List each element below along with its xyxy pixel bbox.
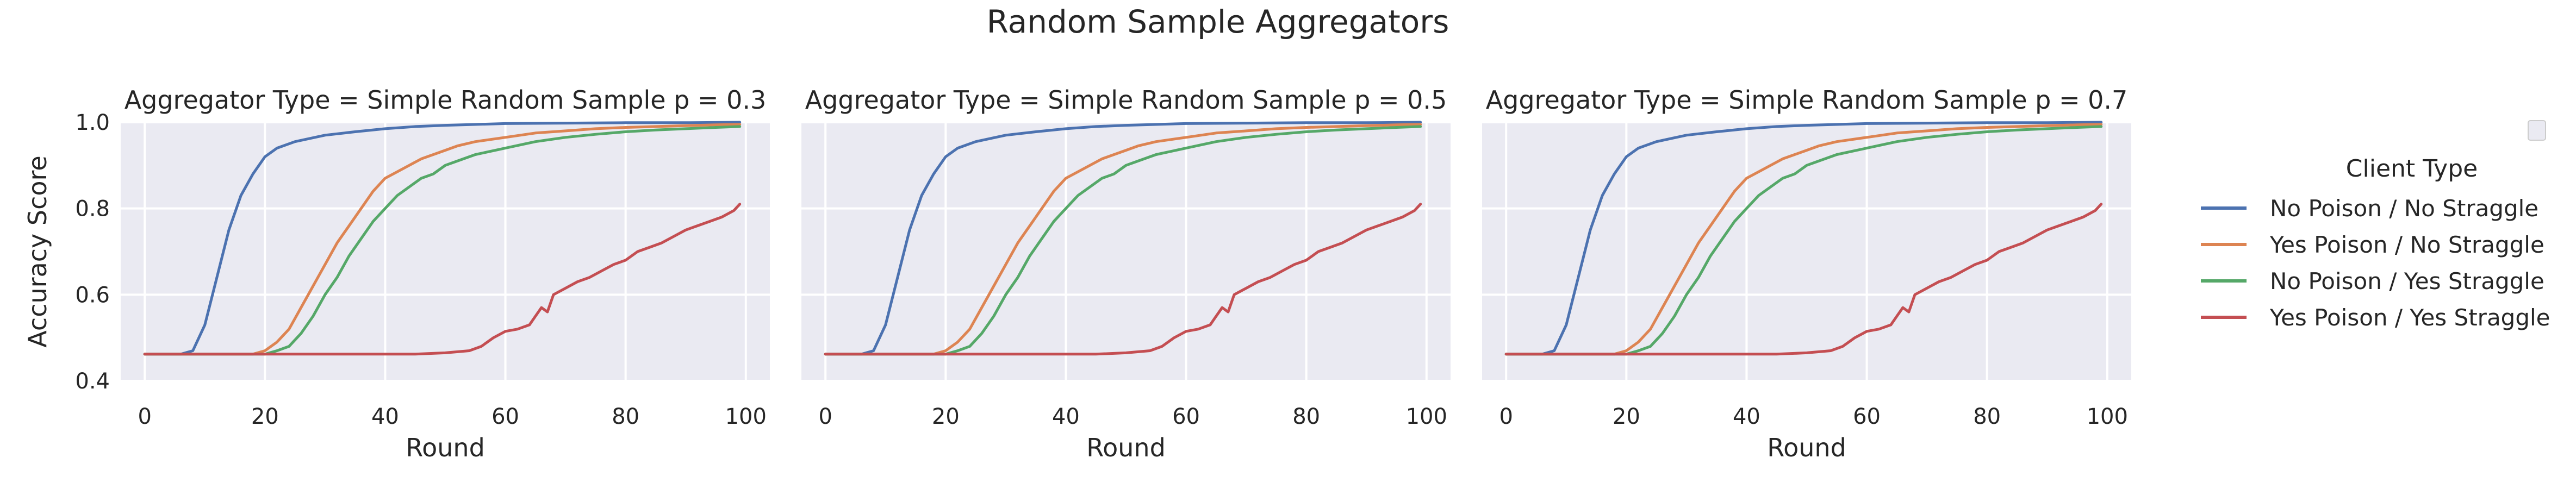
legend-label: Yes Poison / Yes Straggle: [2269, 304, 2550, 331]
series-line-2: [1504, 123, 2103, 356]
series-line-4: [1504, 203, 2103, 356]
x-tick-label: 40: [371, 404, 399, 429]
series-line-2: [824, 123, 1422, 356]
series-line-2: [143, 123, 742, 356]
series-line-1: [143, 121, 742, 356]
y-axis-label: Accuracy Score: [23, 155, 52, 347]
x-tick-label: 80: [1292, 404, 1320, 429]
y-tick-label: 0.6: [75, 283, 110, 308]
x-tick-label: 60: [491, 404, 519, 429]
legend-label: No Poison / No Straggle: [2270, 195, 2538, 222]
legend-entry: Yes Poison / Yes Straggle: [2201, 304, 2550, 331]
x-tick-label: 60: [1853, 404, 1881, 429]
x-tick-label: 0: [138, 404, 151, 429]
y-tick-label: 0.8: [75, 197, 110, 222]
x-tick-label: 60: [1172, 404, 1200, 429]
x-tick-label: 100: [725, 404, 767, 429]
series-line-3: [1504, 125, 2103, 356]
x-tick-label: 20: [932, 404, 960, 429]
chart-panel-3: Aggregator Type = Simple Random Sample p…: [1482, 85, 2131, 462]
legend: Client Type No Poison / No Straggle Yes P…: [2201, 120, 2550, 331]
panel-title: Aggregator Type = Simple Random Sample p…: [805, 85, 1447, 115]
series-line-1: [1504, 121, 2103, 356]
series-line-4: [143, 203, 742, 356]
series-line-3: [824, 125, 1422, 356]
panel-title: Aggregator Type = Simple Random Sample p…: [1486, 85, 2128, 115]
x-axis-label: Round: [1767, 433, 1846, 462]
panel-title: Aggregator Type = Simple Random Sample p…: [125, 85, 767, 115]
figure-title: Random Sample Aggregators: [987, 3, 1449, 40]
x-axis-label: Round: [406, 433, 485, 462]
legend-entries: No Poison / No Straggle Yes Poison / No S…: [2201, 195, 2550, 331]
plot-area: [121, 122, 770, 381]
chart-panel-2: Aggregator Type = Simple Random Sample p…: [801, 85, 1451, 462]
y-tick-label: 0.4: [75, 369, 110, 394]
x-tick-label: 100: [2087, 404, 2128, 429]
x-tick-label: 40: [1733, 404, 1760, 429]
x-tick-label: 80: [1973, 404, 2001, 429]
plot-area: [801, 122, 1451, 381]
legend-entry: No Poison / Yes Straggle: [2201, 268, 2544, 294]
legend-label: No Poison / Yes Straggle: [2270, 268, 2544, 294]
legend-entry: No Poison / No Straggle: [2201, 195, 2538, 222]
x-axis-label: Round: [1086, 433, 1166, 462]
panels: Aggregator Type = Simple Random Sample p…: [23, 85, 2131, 462]
legend-entry: Yes Poison / No Straggle: [2201, 231, 2544, 258]
x-tick-label: 20: [251, 404, 279, 429]
x-tick-label: 100: [1406, 404, 1447, 429]
series-line-1: [824, 121, 1422, 356]
series-line-4: [824, 203, 1422, 356]
legend-label: Yes Poison / No Straggle: [2269, 231, 2544, 258]
legend-handle-box: [2528, 120, 2546, 141]
x-tick-label: 0: [818, 404, 832, 429]
x-tick-label: 40: [1052, 404, 1080, 429]
legend-title: Client Type: [2346, 155, 2478, 183]
y-tick-label: 1.0: [75, 110, 110, 135]
series-line-3: [143, 125, 742, 356]
x-tick-label: 20: [1613, 404, 1640, 429]
x-tick-label: 80: [612, 404, 639, 429]
plot-area: [1482, 122, 2131, 381]
chart-panel-1: Aggregator Type = Simple Random Sample p…: [23, 85, 770, 462]
x-tick-label: 0: [1499, 404, 1513, 429]
